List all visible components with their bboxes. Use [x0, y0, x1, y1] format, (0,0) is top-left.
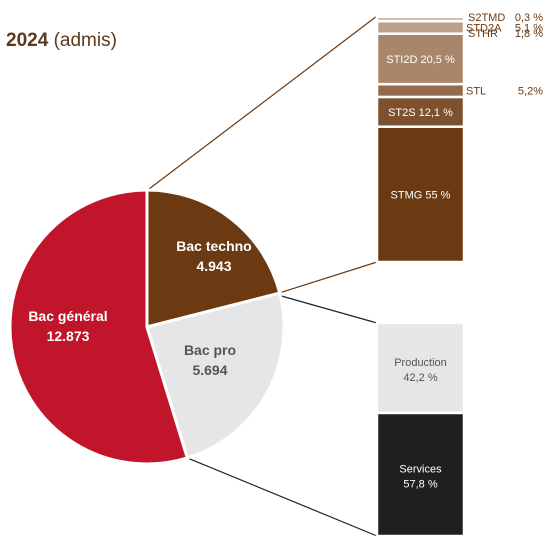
pie-slice-bac-techno [145, 188, 282, 329]
techno-bar-name-stl: STL [466, 86, 486, 98]
pie-label-bac-general: Bac général [28, 308, 107, 324]
techno-bar-segment-stmg [375, 125, 466, 264]
pie-value-bac-techno: 4.943 [196, 258, 231, 274]
title-year: 2024 [6, 30, 49, 51]
techno-bar-label-st2s: ST2S 12,1 % [388, 107, 453, 119]
techno-bar-label-sti2d: STI2D 20,5 % [386, 54, 455, 66]
pie-label-bac-pro: Bac pro [184, 342, 236, 358]
techno-bar-value-sthr: 1,8 % [515, 28, 543, 40]
pro-bar-segment-production [375, 321, 466, 415]
techno-bar-segment-st2s [375, 95, 466, 128]
pro-bar-segment-services [375, 411, 466, 538]
techno-bar-value-std2a: 5,1 % [515, 22, 543, 34]
pro-bar-name-production: Production [394, 357, 447, 369]
pro-bar-name-services: Services [399, 463, 442, 475]
pie-value-bac-general: 12.873 [47, 328, 90, 344]
techno-bar-value-stl: 5,2% [518, 86, 543, 98]
techno-bar-segment-stl [375, 82, 466, 99]
techno-bar-label-stmg: STMG 55 % [391, 189, 451, 201]
connector-techno-bottom [281, 261, 378, 293]
connector-techno-top [147, 15, 378, 191]
pie-label-bac-techno: Bac techno [176, 238, 251, 254]
techno-bar-segment-s2tmd [375, 14, 466, 18]
techno-bar-segment-sti2d [375, 32, 466, 86]
techno-bar-value-s2tmd: 0,3 % [515, 12, 543, 24]
techno-bar-name-sthr: STHR [468, 28, 498, 40]
pie-slice-bac-pro [145, 291, 286, 460]
chart-title: 2024 (admis) [6, 30, 117, 52]
pro-bar-value-production: 42,2 % [403, 372, 437, 384]
techno-bar-segment-std2a [375, 19, 466, 35]
connector-pro-top [281, 295, 378, 324]
techno-bar-name-std2a: STD2A [466, 22, 502, 34]
pie-slice-bac-general [8, 188, 190, 466]
pro-bar-value-services: 57,8 % [403, 478, 437, 490]
connector-pro-bottom [187, 457, 378, 537]
title-rest: (admis) [53, 30, 117, 51]
pie-value-bac-pro: 5.694 [192, 362, 227, 378]
techno-bar-name-s2tmd: S2TMD [468, 12, 505, 24]
